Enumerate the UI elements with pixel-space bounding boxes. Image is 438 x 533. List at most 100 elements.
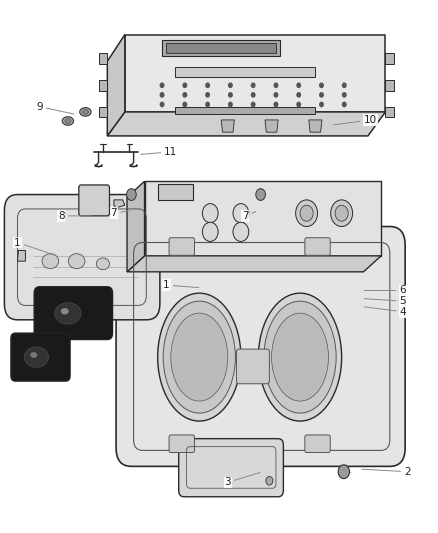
Circle shape <box>233 204 249 223</box>
Circle shape <box>206 93 209 97</box>
FancyBboxPatch shape <box>169 238 194 255</box>
Text: 2: 2 <box>362 467 411 477</box>
Ellipse shape <box>62 117 74 125</box>
Ellipse shape <box>30 352 37 358</box>
Circle shape <box>183 102 187 107</box>
Circle shape <box>160 83 164 87</box>
Circle shape <box>202 222 218 241</box>
Circle shape <box>320 102 323 107</box>
Polygon shape <box>166 43 276 53</box>
Polygon shape <box>127 181 145 272</box>
FancyBboxPatch shape <box>4 195 160 320</box>
Circle shape <box>331 200 353 227</box>
Polygon shape <box>385 80 394 91</box>
Circle shape <box>343 83 346 87</box>
Text: 6: 6 <box>364 286 406 295</box>
Polygon shape <box>107 112 385 136</box>
Circle shape <box>300 205 313 221</box>
Circle shape <box>297 83 300 87</box>
FancyBboxPatch shape <box>237 349 269 384</box>
Circle shape <box>297 93 300 97</box>
Ellipse shape <box>55 303 81 324</box>
FancyBboxPatch shape <box>305 435 330 453</box>
Circle shape <box>127 189 136 200</box>
Polygon shape <box>175 107 315 114</box>
Ellipse shape <box>61 308 69 314</box>
FancyBboxPatch shape <box>179 439 283 497</box>
Text: 7: 7 <box>110 208 129 218</box>
Text: 10: 10 <box>333 115 377 125</box>
Circle shape <box>202 204 218 223</box>
Polygon shape <box>145 181 381 256</box>
Text: 5: 5 <box>364 296 406 306</box>
Circle shape <box>274 102 278 107</box>
Ellipse shape <box>82 110 88 115</box>
Polygon shape <box>265 120 278 132</box>
Polygon shape <box>125 35 385 112</box>
Polygon shape <box>385 53 394 64</box>
Text: 4: 4 <box>364 307 406 317</box>
Text: 3: 3 <box>224 473 260 487</box>
Text: 7: 7 <box>242 211 256 221</box>
FancyBboxPatch shape <box>169 435 194 453</box>
FancyBboxPatch shape <box>79 185 110 216</box>
Text: 9: 9 <box>36 102 74 114</box>
Circle shape <box>338 465 350 479</box>
Circle shape <box>335 205 348 221</box>
Ellipse shape <box>158 293 241 421</box>
Circle shape <box>233 222 249 241</box>
FancyBboxPatch shape <box>305 238 330 255</box>
Circle shape <box>256 189 265 200</box>
Polygon shape <box>175 67 315 77</box>
Circle shape <box>251 93 255 97</box>
Ellipse shape <box>258 293 342 421</box>
Polygon shape <box>114 200 125 208</box>
Polygon shape <box>18 251 25 261</box>
Circle shape <box>160 93 164 97</box>
Polygon shape <box>127 256 381 272</box>
FancyBboxPatch shape <box>11 333 70 381</box>
Text: 8: 8 <box>58 211 92 221</box>
Circle shape <box>266 477 273 485</box>
Circle shape <box>343 102 346 107</box>
Polygon shape <box>99 53 107 64</box>
Ellipse shape <box>264 301 336 413</box>
Text: 1: 1 <box>163 280 199 290</box>
Text: 1: 1 <box>14 238 54 255</box>
Polygon shape <box>309 120 322 132</box>
Circle shape <box>160 102 164 107</box>
Polygon shape <box>385 107 394 117</box>
Ellipse shape <box>42 254 59 269</box>
Ellipse shape <box>65 118 71 124</box>
Circle shape <box>320 83 323 87</box>
Text: 11: 11 <box>141 147 177 157</box>
Circle shape <box>229 93 232 97</box>
Polygon shape <box>99 107 107 117</box>
Ellipse shape <box>68 254 85 269</box>
Circle shape <box>206 83 209 87</box>
Circle shape <box>183 83 187 87</box>
Circle shape <box>320 93 323 97</box>
Ellipse shape <box>24 347 48 367</box>
Ellipse shape <box>96 258 110 270</box>
Circle shape <box>251 83 255 87</box>
Circle shape <box>206 102 209 107</box>
FancyBboxPatch shape <box>34 287 113 340</box>
Circle shape <box>251 102 255 107</box>
Ellipse shape <box>272 313 328 401</box>
Circle shape <box>274 83 278 87</box>
Ellipse shape <box>163 301 236 413</box>
Circle shape <box>229 83 232 87</box>
Polygon shape <box>162 40 280 56</box>
Circle shape <box>274 93 278 97</box>
Ellipse shape <box>80 108 91 116</box>
Circle shape <box>183 93 187 97</box>
Polygon shape <box>158 184 193 200</box>
Ellipse shape <box>171 313 228 401</box>
FancyBboxPatch shape <box>116 227 405 466</box>
Polygon shape <box>107 35 125 136</box>
Circle shape <box>343 93 346 97</box>
Circle shape <box>229 102 232 107</box>
Polygon shape <box>221 120 234 132</box>
Circle shape <box>297 102 300 107</box>
